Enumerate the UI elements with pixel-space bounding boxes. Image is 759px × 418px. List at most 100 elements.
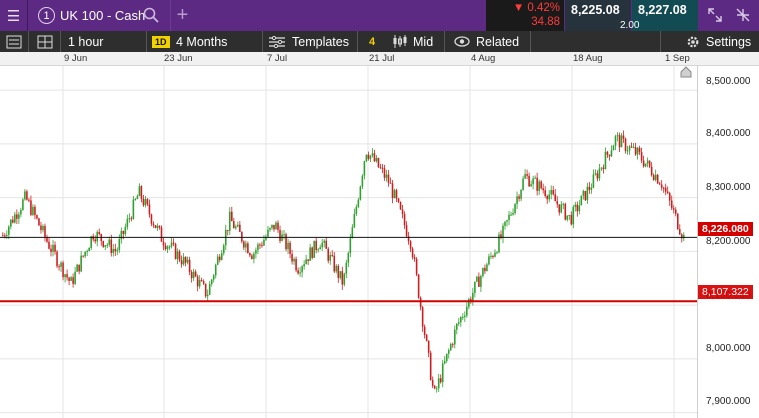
candle-body [363, 161, 366, 176]
candle-body [341, 271, 344, 285]
instrument-number[interactable]: 1 [38, 7, 55, 24]
candle-body [393, 190, 396, 199]
candle-body [275, 222, 277, 230]
layout-grid-icon[interactable] [37, 31, 53, 52]
price-tick: 8,300.000 [706, 182, 751, 193]
price-type-button[interactable]: Mid [392, 31, 433, 52]
candle-body [335, 265, 338, 272]
candle-body [427, 340, 430, 353]
candle-body [237, 224, 239, 227]
candle-body [106, 244, 109, 246]
candle-body [526, 174, 528, 176]
candle-body [520, 189, 522, 199]
candle-body [249, 253, 251, 256]
period-selector[interactable]: 4 Months [176, 34, 228, 49]
scroll-up-icon[interactable] [680, 66, 692, 78]
candle-body [512, 213, 514, 215]
candle-body [239, 224, 241, 232]
candle-body [401, 209, 404, 215]
candle-body [257, 244, 259, 251]
candle-body [357, 199, 360, 207]
candle-body [108, 239, 111, 245]
candle-body [32, 206, 34, 215]
templates-button[interactable]: Templates [268, 31, 349, 52]
candle-body [447, 350, 450, 354]
candle-body [632, 147, 635, 149]
candle-body [156, 225, 159, 228]
candle-body [586, 186, 589, 201]
candle-body [618, 135, 621, 148]
candle-body [188, 259, 191, 273]
candle-body [524, 174, 526, 179]
candle-body [116, 250, 119, 252]
candle-body [403, 214, 406, 226]
sell-button[interactable]: 8,225.08 [565, 0, 631, 31]
candle-body [48, 241, 50, 249]
search-icon[interactable] [140, 4, 162, 26]
settings-button[interactable]: Settings [686, 31, 751, 52]
sell-price: 8,225.08 [571, 3, 620, 17]
candle-body [506, 220, 508, 222]
candle-body [674, 209, 677, 214]
price-tick: 8,500.000 [706, 76, 751, 87]
candle-body [638, 147, 641, 153]
candle-body [16, 214, 18, 219]
interval-selector[interactable]: 1 hour [68, 34, 104, 49]
candle-body [580, 195, 583, 206]
candle-body [466, 306, 468, 316]
related-button[interactable]: Related [454, 31, 519, 52]
candle-body [449, 344, 452, 351]
chart-toolbar: 1 hour 1D 4 Months Templates 4 Mid Relat… [0, 31, 759, 52]
candle-body [243, 241, 245, 248]
candle-body [620, 135, 623, 148]
collapse-icon[interactable] [734, 6, 752, 24]
candle-body [474, 281, 476, 293]
level-price-label[interactable]: 8,107.322 [698, 285, 753, 299]
candle-body [478, 276, 480, 287]
price-tick: 8,200.000 [706, 236, 751, 247]
candle-body [331, 255, 334, 257]
candle-body [558, 204, 561, 213]
buy-price: 8,227.08 [638, 3, 687, 17]
candle-body [64, 274, 66, 278]
candle-body [269, 227, 271, 230]
candle-body [30, 200, 32, 215]
candle-body [536, 177, 538, 191]
candle-body [650, 166, 653, 176]
candle-body [624, 138, 627, 151]
candle-body [152, 223, 155, 226]
candle-body [80, 255, 82, 272]
candle-body [317, 249, 319, 251]
plus-icon[interactable]: + [170, 0, 194, 31]
candle-body [353, 213, 356, 228]
candle-body [134, 199, 137, 201]
candle-body [247, 243, 249, 254]
candle-body [150, 214, 153, 224]
expand-icon[interactable] [706, 6, 724, 24]
candle-body [168, 246, 171, 248]
candle-body [26, 191, 28, 200]
menu-icon[interactable]: ☰ [0, 0, 28, 31]
candle-body [184, 256, 187, 263]
instrument-name[interactable]: UK 100 - Cash [60, 8, 146, 23]
candle-body [72, 277, 74, 284]
price-chart[interactable] [0, 66, 759, 418]
price-axis[interactable] [697, 66, 759, 418]
candle-body [616, 135, 619, 137]
candle-body [200, 280, 203, 282]
candle-body [455, 323, 458, 330]
date-tick: 4 Aug [471, 53, 496, 64]
candle-body [66, 274, 68, 278]
candle-body [518, 196, 520, 199]
related-label: Related [476, 34, 520, 49]
candle-body [82, 255, 84, 257]
candle-body [534, 177, 536, 179]
candle-body [299, 272, 301, 274]
change-absolute: 34.88 [531, 16, 560, 28]
candle-body [146, 199, 149, 205]
candle-body [630, 146, 633, 148]
buy-button[interactable]: 8,227.08 [632, 0, 698, 31]
list-view-icon[interactable] [6, 31, 22, 52]
candle-body [415, 258, 418, 275]
candle-body [74, 271, 76, 284]
